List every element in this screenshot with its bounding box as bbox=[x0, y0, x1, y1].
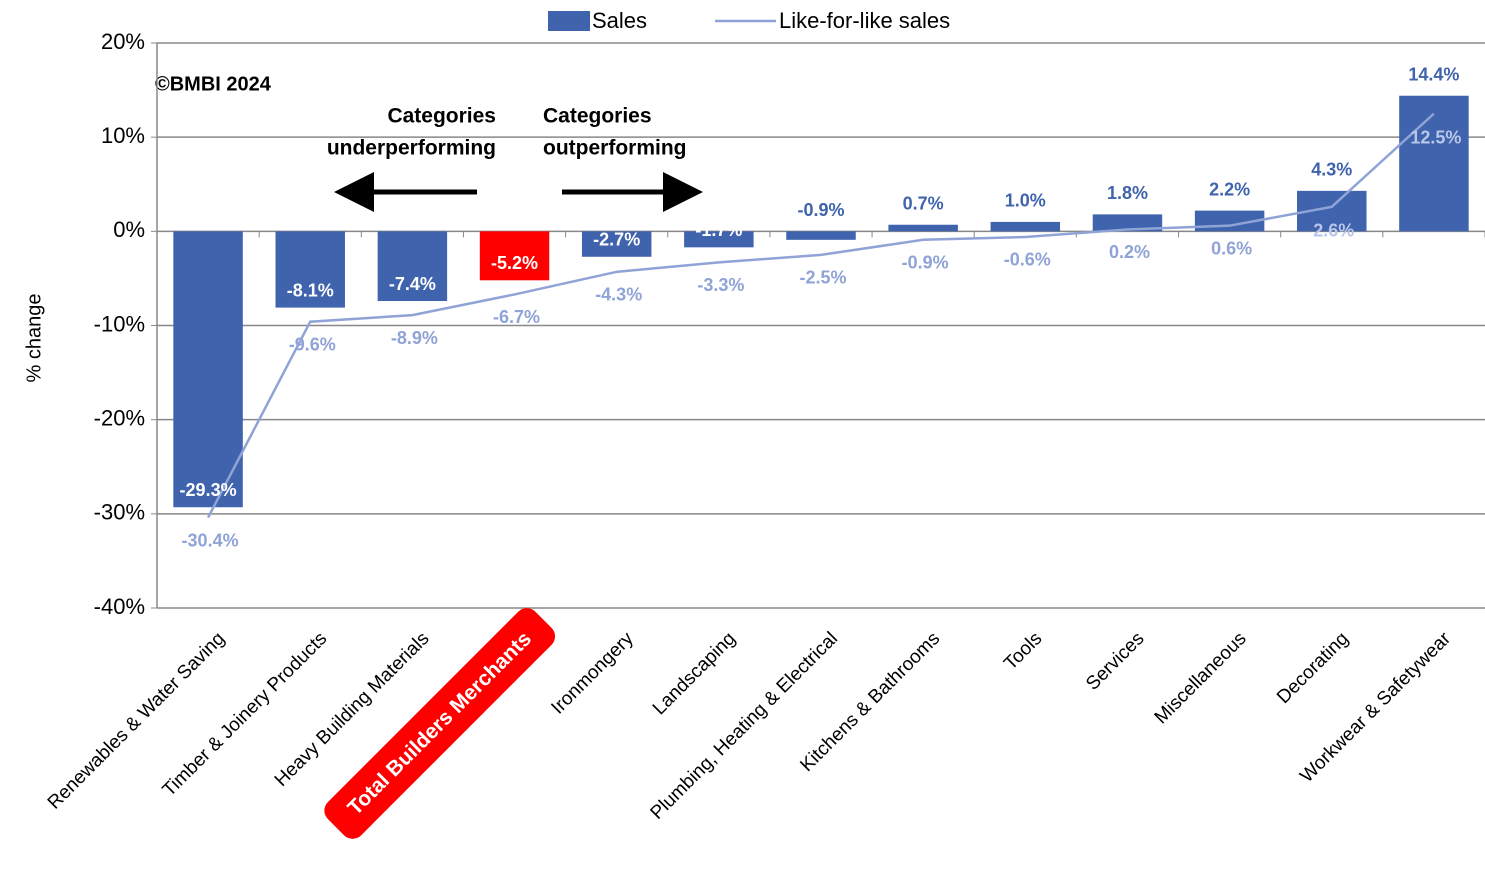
x-tick-label: Total Builders Merchants bbox=[343, 627, 536, 820]
annotation: outperforming bbox=[543, 137, 686, 160]
x-tick-label: Miscellaneous bbox=[1151, 628, 1251, 728]
x-tick-group: Plumbing, Heating & Electrical bbox=[647, 628, 843, 824]
x-tick-group: Services bbox=[1082, 628, 1148, 694]
line-label: -3.3% bbox=[697, 275, 744, 295]
bar-label: -29.3% bbox=[180, 480, 237, 500]
x-tick-group: Decorating bbox=[1273, 628, 1353, 708]
bar-label: -2.7% bbox=[593, 230, 640, 250]
y-tick-label: -20% bbox=[94, 405, 145, 430]
x-tick-group: Miscellaneous bbox=[1151, 628, 1251, 728]
line-label: -4.3% bbox=[595, 285, 642, 305]
y-tick-label: -40% bbox=[94, 594, 145, 619]
line-label: -0.6% bbox=[1004, 250, 1051, 270]
line-label: -9.6% bbox=[289, 334, 336, 354]
x-tick-label: Plumbing, Heating & Electrical bbox=[647, 628, 843, 824]
bar-label: -5.2% bbox=[491, 253, 538, 273]
bar-label: 1.0% bbox=[1005, 191, 1046, 211]
bar bbox=[684, 231, 754, 248]
line-label: -0.9% bbox=[902, 253, 949, 273]
bar-label: 1.8% bbox=[1107, 183, 1148, 203]
x-tick-label: Ironmongery bbox=[547, 628, 638, 719]
line-label: 0.6% bbox=[1211, 238, 1252, 258]
line-label: -6.7% bbox=[493, 307, 540, 327]
y-axis-label: % change bbox=[23, 294, 45, 383]
bar bbox=[173, 231, 243, 508]
x-tick-label: Timber & Joinery Products bbox=[159, 628, 332, 801]
bar-label: -0.9% bbox=[797, 200, 844, 220]
legend-swatch bbox=[548, 11, 590, 31]
line bbox=[206, 112, 1435, 519]
x-tick-label: Renewables & Water Saving bbox=[44, 628, 229, 813]
annotation: underperforming bbox=[327, 137, 496, 160]
bar-label: 2.2% bbox=[1209, 179, 1250, 199]
x-tick-label: Services bbox=[1082, 628, 1148, 694]
x-tick-label: Decorating bbox=[1273, 628, 1353, 708]
line-label: 2.6% bbox=[1313, 221, 1354, 241]
y-tick-label: -30% bbox=[94, 500, 145, 525]
x-tick-group: Landscaping bbox=[649, 628, 740, 719]
line-label: -2.5% bbox=[799, 268, 846, 288]
copyright: ©BMBI 2024 bbox=[155, 73, 272, 95]
bar bbox=[581, 231, 652, 257]
bar-label: -7.4% bbox=[389, 274, 436, 294]
bar bbox=[786, 231, 856, 240]
bar-label: -8.1% bbox=[287, 280, 334, 300]
line-label: -8.9% bbox=[391, 328, 438, 348]
bar bbox=[479, 231, 550, 281]
bar-label: -1.7% bbox=[695, 220, 742, 240]
y-tick-label: -10% bbox=[94, 311, 145, 336]
annotation: Categories bbox=[387, 105, 496, 128]
x-tick-label: Tools bbox=[1000, 628, 1046, 674]
line-label: 12.5% bbox=[1410, 127, 1461, 147]
line-label: 0.2% bbox=[1109, 242, 1150, 262]
x-tick-group: Ironmongery bbox=[547, 628, 638, 719]
x-tick-group: Renewables & Water Saving bbox=[44, 628, 229, 813]
x-tick-group: Tools bbox=[1000, 628, 1046, 674]
line-label: -30.4% bbox=[182, 530, 239, 550]
y-tick-label: 20% bbox=[101, 29, 145, 54]
bar bbox=[1092, 214, 1163, 232]
bar bbox=[888, 224, 958, 232]
highlight-box bbox=[324, 608, 556, 839]
bar-label: 4.3% bbox=[1311, 160, 1352, 180]
legend-label: Like-for-like sales bbox=[779, 8, 950, 33]
bar-label: 0.7% bbox=[903, 193, 944, 213]
y-tick-label: 0% bbox=[113, 217, 145, 242]
legend-label: Sales bbox=[592, 8, 647, 33]
bar bbox=[990, 221, 1061, 232]
x-tick-group: Timber & Joinery Products bbox=[159, 628, 332, 801]
x-tick-label: Landscaping bbox=[649, 628, 740, 719]
x-tick-group: Total Builders Merchants bbox=[324, 608, 556, 839]
bar bbox=[1399, 95, 1469, 232]
bar bbox=[275, 231, 345, 308]
annotation: Categories bbox=[543, 105, 652, 128]
bar bbox=[377, 231, 448, 302]
bar-label: 14.4% bbox=[1408, 64, 1459, 84]
y-tick-label: 10% bbox=[101, 123, 145, 148]
